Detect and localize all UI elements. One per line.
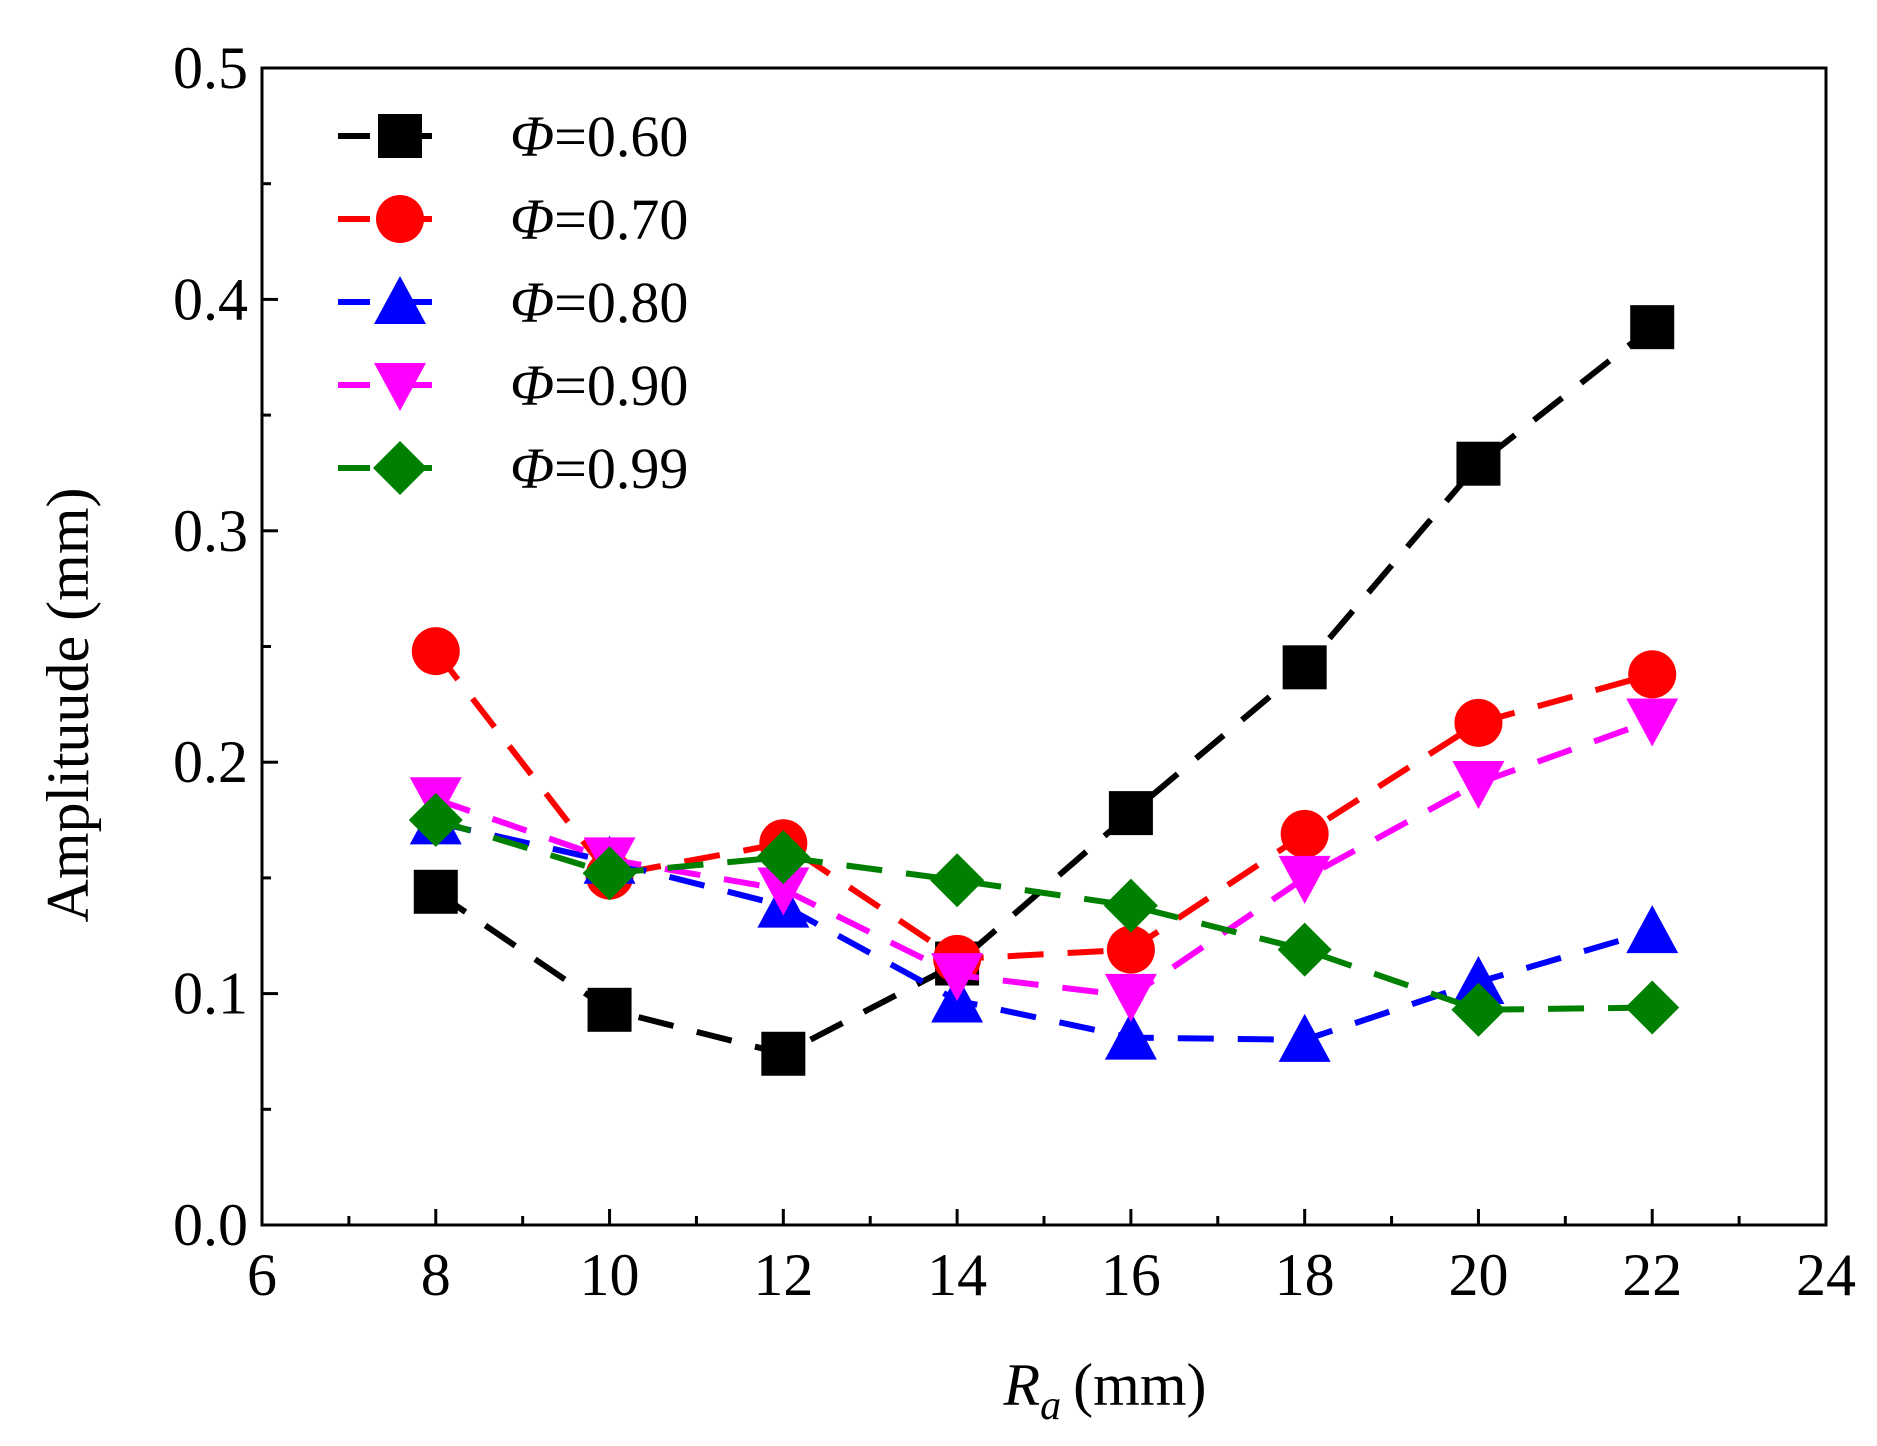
data-point	[1625, 980, 1680, 1035]
x-tick-label: 14	[927, 1242, 987, 1308]
x-axis-title: Ra (mm)	[1003, 1352, 1207, 1429]
series-line	[434, 324, 1655, 1057]
legend-value: =0.60	[554, 104, 688, 169]
legend-symbol: Φ	[510, 353, 554, 418]
data-point	[1104, 973, 1157, 1022]
series-line	[433, 649, 1654, 962]
legend-label: Φ=0.99	[510, 436, 688, 501]
legend-symbol: Φ	[510, 187, 554, 252]
x-tick-label: 12	[753, 1242, 813, 1308]
data-point	[1452, 956, 1505, 1005]
legend-value: =0.90	[554, 353, 688, 418]
legend-marker	[373, 441, 427, 495]
data-point	[411, 627, 460, 676]
data-point	[408, 793, 463, 848]
data-point	[761, 1031, 806, 1076]
legend: Φ=0.60Φ=0.70Φ=0.80Φ=0.90Φ=0.99	[338, 104, 688, 501]
legend-entry: Φ=0.60	[338, 104, 688, 169]
series-line	[434, 817, 1653, 1013]
legend-label: Φ=0.90	[510, 353, 688, 418]
series-4	[408, 793, 1680, 1037]
y-tick-label: 0.4	[173, 266, 248, 332]
x-tick-label: 22	[1622, 1242, 1682, 1308]
y-tick-label: 0.5	[173, 35, 248, 101]
data-point	[582, 846, 637, 901]
legend-value: =0.70	[554, 187, 688, 252]
data-point	[413, 869, 458, 914]
data-point	[587, 987, 632, 1032]
x-axis-symbol: R	[1003, 1352, 1041, 1418]
y-tick-label: 0.3	[173, 498, 248, 564]
legend-entry: Φ=0.80	[338, 270, 688, 335]
data-point	[1282, 645, 1327, 690]
legend-label: Φ=0.70	[510, 187, 688, 252]
x-axis-unit: (mm)	[1073, 1352, 1206, 1418]
data-point	[1104, 1011, 1157, 1060]
data-point	[1630, 305, 1675, 350]
data-point	[1103, 878, 1158, 933]
data-point	[1628, 650, 1677, 699]
legend-symbol: Φ	[510, 104, 554, 169]
legend-label: Φ=0.80	[510, 270, 688, 335]
y-tick-label: 0.1	[173, 961, 248, 1027]
data-point	[756, 830, 811, 885]
data-point	[1106, 925, 1155, 974]
y-axis-title: Amplituude (mm)	[35, 488, 101, 923]
legend-marker	[374, 363, 426, 411]
plot-frame	[260, 66, 1828, 1227]
legend-value: =0.80	[554, 270, 688, 335]
data-point	[1277, 922, 1332, 977]
x-tick-label: 8	[421, 1242, 451, 1308]
legend-entry: Φ=0.99	[338, 436, 688, 501]
data-point	[1626, 905, 1679, 954]
x-tick-label: 24	[1796, 1242, 1856, 1308]
x-axis-subscript: a	[1040, 1383, 1061, 1429]
legend-symbol: Φ	[510, 436, 554, 501]
axis-ticks: 6 8 10 12 14 16 18 20 22 24 0.0 0.1 0.2 0.3 0.4 0.5	[173, 35, 1856, 1308]
x-tick-label: 16	[1101, 1242, 1161, 1308]
data-point	[1278, 855, 1331, 904]
x-tick-label: 18	[1275, 1242, 1335, 1308]
data-point	[1451, 982, 1506, 1037]
series-layer	[408, 305, 1680, 1076]
x-tick-label: 10	[580, 1242, 640, 1308]
legend-value: =0.99	[554, 436, 688, 501]
legend-marker	[376, 195, 424, 243]
data-point	[1278, 1013, 1331, 1062]
data-point	[757, 867, 810, 916]
x-tick-label: 20	[1448, 1242, 1508, 1308]
y-tick-label: 0.0	[173, 1192, 248, 1258]
data-point	[1108, 791, 1153, 836]
data-point	[930, 853, 985, 908]
legend-label: Φ=0.60	[510, 104, 688, 169]
legend-marker	[374, 276, 426, 324]
legend-marker	[378, 114, 422, 158]
data-point	[931, 953, 984, 1002]
data-point	[1456, 441, 1501, 486]
data-point	[1454, 698, 1503, 747]
y-tick-label: 0.2	[173, 729, 248, 795]
x-tick-label: 6	[247, 1242, 277, 1308]
series-1	[411, 627, 1677, 983]
legend-symbol: Φ	[510, 270, 554, 335]
series-line	[434, 717, 1654, 1000]
data-point	[1280, 809, 1329, 858]
data-point	[1452, 761, 1505, 810]
series-0	[413, 305, 1675, 1076]
legend-entry: Φ=0.70	[338, 187, 688, 252]
legend-entry: Φ=0.90	[338, 353, 688, 418]
data-point	[1626, 698, 1679, 747]
